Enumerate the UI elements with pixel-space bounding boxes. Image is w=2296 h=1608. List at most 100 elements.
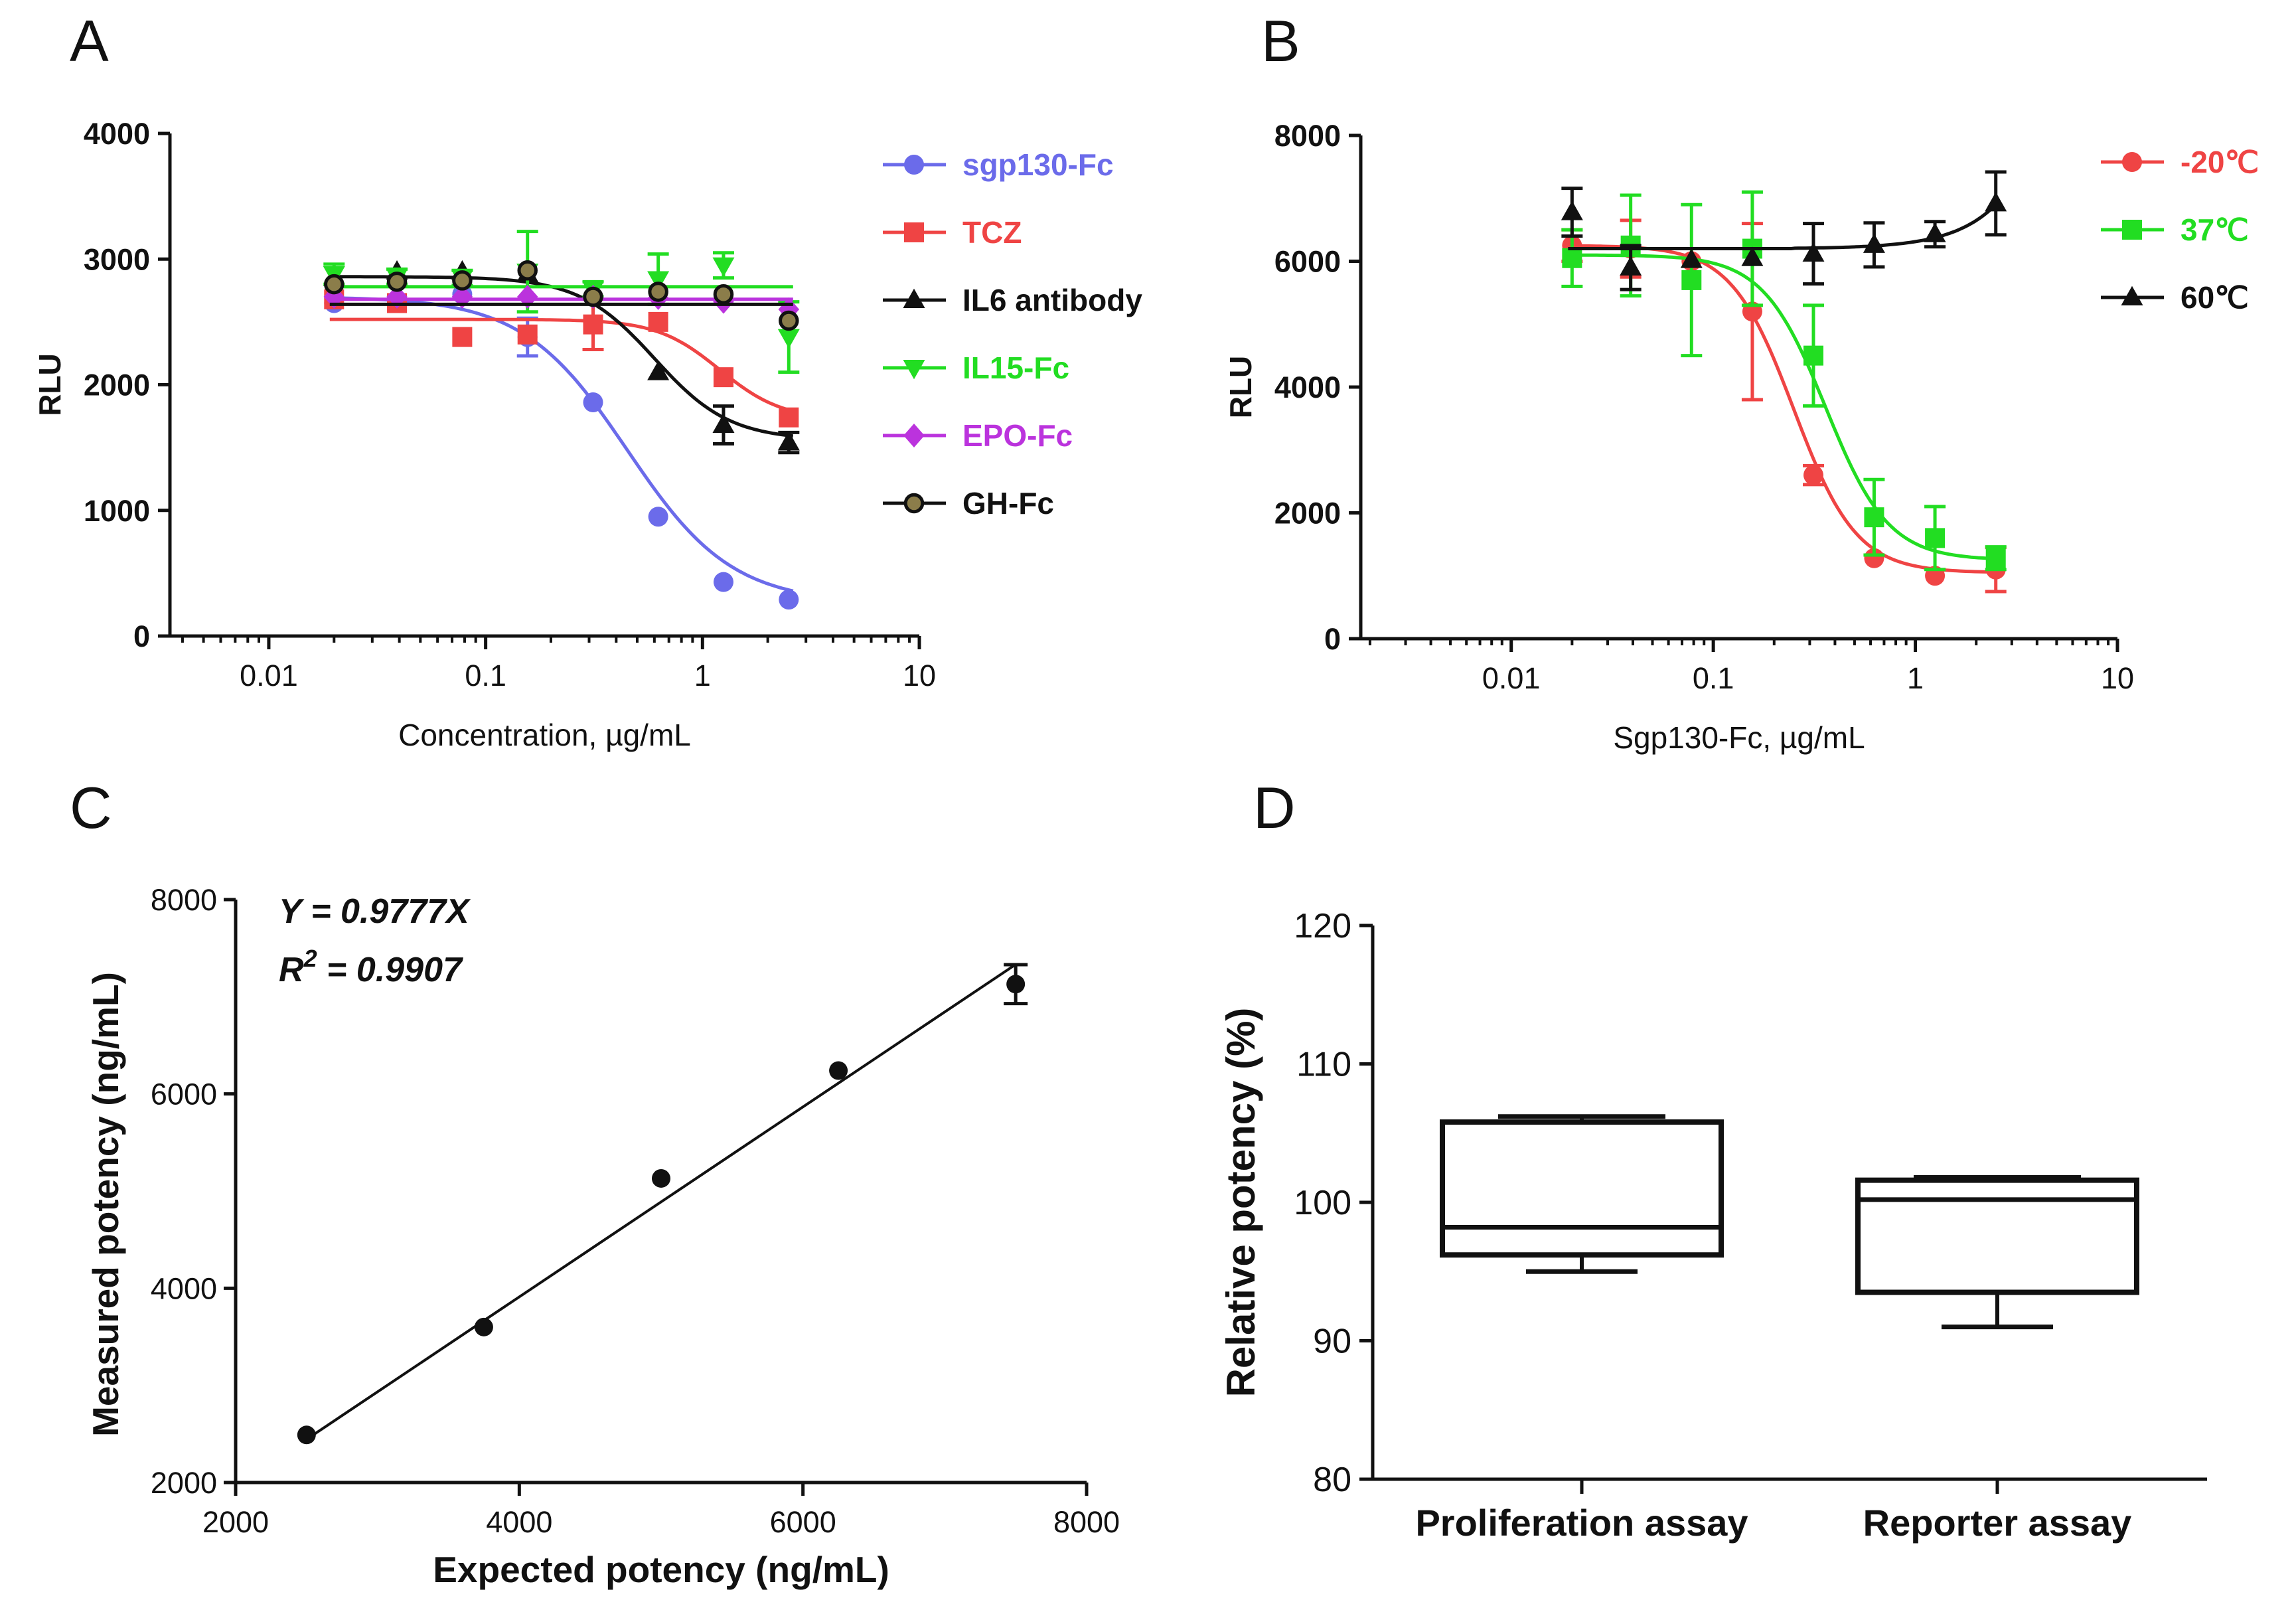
- panel-a-point: [713, 367, 733, 388]
- panel-a-point: [777, 431, 800, 451]
- panel-c-y-tick-label: 4000: [151, 1271, 217, 1305]
- panel-a-point: [713, 283, 734, 305]
- panel-letter-c: C: [70, 775, 112, 841]
- panel-b-point: [1562, 248, 1582, 268]
- panel-a-y-tick-label: 4000: [84, 117, 150, 151]
- panel-b-point: [1924, 222, 1946, 242]
- panel-a-x-axis-label: Concentration, µg/mL: [398, 718, 691, 752]
- panel-a-legend-label: TCZ: [962, 215, 1022, 250]
- panel-c-y-tick-label: 2000: [151, 1466, 217, 1500]
- panel-b-x-tick-label: 1: [1907, 661, 1924, 695]
- panel-letter-d: D: [1253, 775, 1296, 841]
- panel-a-point: [712, 413, 735, 434]
- panel-d-y-axis-label: Relative potency (%): [1219, 1008, 1263, 1398]
- panel-a-point: [386, 272, 408, 292]
- panel-a-point: [647, 361, 670, 380]
- panel-a-x-tick-label: 1: [694, 659, 711, 692]
- panel-b-y-tick-label: 8000: [1274, 119, 1341, 153]
- panel-b-legend-marker: [2121, 285, 2143, 305]
- panel-a-x-tick-label: 0.01: [240, 659, 298, 692]
- panel-b-point: [1620, 256, 1642, 276]
- panel-a-legend-marker: [903, 424, 925, 447]
- panel-a-point: [777, 329, 800, 349]
- panel-d-y-tick-label: 80: [1313, 1461, 1351, 1499]
- panel-a-legend: sgp130-Fc TCZ IL6 antibody IL15-Fc EPO-Fc GH-…: [883, 147, 1142, 521]
- panel-b-x-tick-label: 10: [2101, 661, 2134, 695]
- panel-c-equation: Y = 0.9777X: [279, 892, 471, 931]
- panel-c-point: [474, 1317, 493, 1336]
- panel-b-point: [1741, 246, 1764, 266]
- panel-b-point: [1985, 548, 2006, 568]
- panel-a-legend-label: IL6 antibody: [962, 283, 1142, 317]
- panel-b-legend-label: 60℃: [2181, 280, 2249, 315]
- panel-c-fit-line: [305, 963, 1017, 1441]
- panel-a-point: [452, 270, 473, 291]
- panel-a-legend-label: sgp130-Fc: [962, 147, 1114, 182]
- panel-b-legend: -20℃ 37℃ 60℃: [2101, 145, 2259, 315]
- panel-b-fit-curve: [1568, 253, 2000, 561]
- panel-a-point: [779, 310, 799, 331]
- panel-c-chart: 2000 4000 6000 8000 2000 4000 6000 8000 Expected…: [85, 883, 1120, 1590]
- panel-d-y-tick-label: 110: [1296, 1046, 1351, 1084]
- panel-d-box-1: Reporter assay: [1855, 1174, 2139, 1544]
- panel-b-point: [1802, 242, 1825, 262]
- panel-b-y-axis-label: RLU: [1223, 356, 1258, 419]
- panel-a-point: [713, 572, 733, 592]
- panel-a-y-tick-label: 1000: [84, 494, 150, 528]
- panel-a-fit-curve: [329, 317, 794, 413]
- panel-d-box-iqr: [1855, 1177, 2139, 1295]
- panel-b-legend-marker: [2122, 152, 2142, 172]
- panel-b-y-tick-label: 6000: [1274, 245, 1341, 279]
- panel-d-category-label: Reporter assay: [1863, 1502, 2132, 1544]
- panel-c-x-tick-label: 8000: [1053, 1505, 1120, 1539]
- panel-a-series-5: [324, 260, 799, 331]
- panel-b-y-tick-label: 4000: [1274, 370, 1341, 404]
- panel-a-legend-marker: [903, 288, 925, 308]
- panel-d-y-tick-label: 90: [1313, 1323, 1351, 1361]
- panel-a-legend-marker: [904, 222, 924, 242]
- panel-b-point: [1561, 201, 1583, 220]
- panel-b-point: [1864, 548, 1884, 568]
- panel-c-y-axis-label: Measured potency (ng/mL): [85, 972, 126, 1437]
- panel-a-x-tick-label: 10: [903, 659, 936, 692]
- panel-a-point: [712, 257, 735, 277]
- panel-b-point: [1680, 248, 1703, 268]
- panel-a-fit-curve: [329, 296, 794, 593]
- panel-a-x-tick-label: 0.1: [465, 659, 506, 692]
- r2-value: = 0.9907: [317, 951, 463, 989]
- panel-c-y-tick-label: 8000: [151, 883, 217, 917]
- panel-a-legend-marker: [903, 493, 925, 514]
- panel-b-y-tick-label: 2000: [1274, 497, 1341, 530]
- panel-c-x-axis-label: Expected potency (ng/mL): [433, 1549, 889, 1590]
- panel-a-point: [648, 281, 668, 302]
- panel-c-point: [297, 1425, 316, 1445]
- panel-b-point: [1803, 465, 1824, 485]
- panel-a-point: [583, 314, 603, 335]
- panel-a-y-axis-label: RLU: [33, 353, 67, 416]
- panel-c-x-tick-label: 6000: [770, 1505, 836, 1539]
- panel-a-legend-marker: [904, 155, 924, 175]
- panel-a-legend-label: EPO-Fc: [962, 418, 1073, 453]
- panel-b-point: [1803, 345, 1824, 366]
- panel-c-y-tick-label: 6000: [151, 1078, 217, 1111]
- panel-a-chart: 0 1000 2000 3000 4000 0.01 0.1 1 10 Concentration…: [33, 117, 1142, 752]
- panel-b-chart: 0 2000 4000 6000 8000 0.01 0.1 1 10 Sgp130-Fc, µg…: [1223, 119, 2259, 755]
- panel-a-y-tick-label: 2000: [84, 368, 150, 402]
- panel-c-r-squared: R2 = 0.9907: [279, 945, 463, 989]
- panel-b-x-tick-label: 0.1: [1693, 661, 1734, 695]
- panel-c-point: [1006, 975, 1026, 994]
- panel-a-point: [648, 507, 668, 527]
- panel-a-point: [517, 324, 538, 345]
- panel-d-category-label: Proliferation assay: [1415, 1502, 1748, 1544]
- panel-a-point: [583, 392, 603, 412]
- panel-letter-b: B: [1261, 8, 1300, 74]
- r2-superscript: 2: [303, 945, 317, 972]
- panel-a-legend-label: IL15-Fc: [962, 351, 1069, 385]
- panel-b-series-2: [1561, 170, 2007, 291]
- panel-a-point: [779, 590, 799, 610]
- panel-d-box-0: Proliferation assay: [1415, 1114, 1748, 1544]
- panel-c-x-tick-label: 2000: [202, 1505, 269, 1539]
- panel-a-y-tick-label: 3000: [84, 242, 150, 276]
